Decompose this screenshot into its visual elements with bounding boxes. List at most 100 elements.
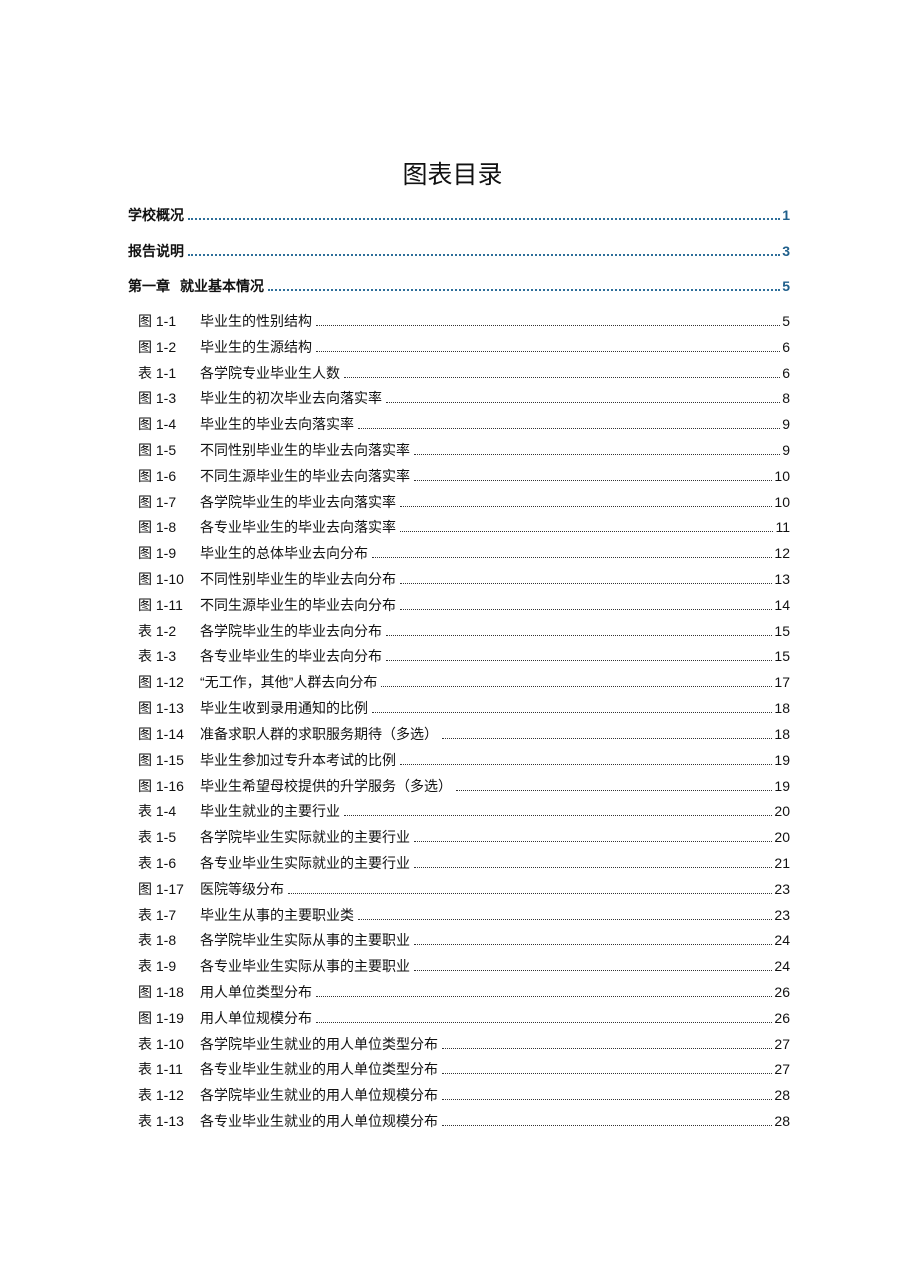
page-number: 20: [774, 803, 790, 820]
toc-entry[interactable]: 图 1-13 毕业生收到录用通知的比例 18: [128, 699, 790, 717]
toc-entry-title: 各专业毕业生实际就业的主要行业: [200, 854, 410, 871]
dot-leader: [386, 660, 773, 662]
page-number: 9: [782, 416, 790, 433]
figure-number: 图 1-15: [138, 751, 184, 768]
dot-leader: [414, 454, 781, 456]
toc-entry-title: 毕业生就业的主要行业: [200, 803, 340, 820]
toc-entry-title: 不同生源毕业生的毕业去向分布: [200, 596, 396, 613]
toc-entry-label: 表 1-8 各学院毕业生实际从事的主要职业: [138, 931, 410, 949]
toc-entry[interactable]: 图 1-16 毕业生希望母校提供的升学服务（多选） 19: [128, 777, 790, 795]
toc-entry-label: 表 1-10 各学院毕业生就业的用人单位类型分布: [138, 1035, 438, 1053]
toc-entry[interactable]: 图 1-3 毕业生的初次毕业去向落实率 8: [128, 389, 790, 407]
dot-leader: [188, 218, 781, 220]
toc-entry[interactable]: 图 1-4 毕业生的毕业去向落实率 9: [128, 415, 790, 433]
toc-main-entry[interactable]: 第一章 就业基本情况 5: [128, 277, 790, 295]
toc-entry[interactable]: 表 1-13 各专业毕业生就业的用人单位规模分布 28: [128, 1112, 790, 1130]
toc-entry-label: 第一章 就业基本情况: [128, 277, 264, 295]
toc-entry[interactable]: 图 1-6 不同生源毕业生的毕业去向落实率 10: [128, 467, 790, 485]
figure-number: 表 1-7: [138, 906, 177, 923]
toc-entry[interactable]: 图 1-2 毕业生的生源结构 6: [128, 338, 790, 356]
dot-leader: [381, 686, 773, 688]
figure-number: 表 1-12: [138, 1087, 184, 1104]
toc-entry-title: 各学院专业毕业生人数: [200, 364, 340, 381]
toc-entry-label: 图 1-6 不同生源毕业生的毕业去向落实率: [138, 467, 410, 485]
dot-leader: [316, 350, 781, 352]
figure-number: 表 1-10: [138, 1035, 184, 1052]
toc-entry[interactable]: 表 1-3 各专业毕业生的毕业去向分布 15: [128, 647, 790, 665]
page-number: 26: [774, 1009, 790, 1026]
toc-entry-label: 图 1-4 毕业生的毕业去向落实率: [138, 415, 354, 433]
toc-entry[interactable]: 图 1-19 用人单位规模分布 26: [128, 1009, 790, 1027]
toc-entry[interactable]: 表 1-4 毕业生就业的主要行业 20: [128, 802, 790, 820]
toc-entry[interactable]: 图 1-5 不同性别毕业生的毕业去向落实率 9: [128, 441, 790, 459]
dot-leader: [400, 531, 774, 533]
page-number: 3: [782, 243, 790, 259]
toc-entry[interactable]: 图 1-12 “无工作，其他”人群去向分布 17: [128, 673, 790, 691]
toc-entry[interactable]: 表 1-5 各学院毕业生实际就业的主要行业 20: [128, 828, 790, 846]
figure-number: 图 1-9: [138, 545, 177, 562]
toc-entry[interactable]: 表 1-9 各专业毕业生实际从事的主要职业 24: [128, 957, 790, 975]
page-number: 6: [782, 364, 790, 381]
dot-leader: [442, 1047, 773, 1049]
figure-number: 图 1-12: [138, 674, 184, 691]
page-number: 24: [774, 958, 790, 975]
page-number: 27: [774, 1035, 790, 1052]
page-number: 28: [774, 1113, 790, 1129]
dot-leader: [386, 402, 781, 404]
figure-number: 图 1-11: [138, 596, 183, 613]
page-number: 15: [774, 622, 790, 639]
figure-number: 图 1-19: [138, 1009, 184, 1026]
toc-entry[interactable]: 图 1-1 毕业生的性别结构 5: [128, 312, 790, 330]
toc-entry[interactable]: 图 1-11 不同生源毕业生的毕业去向分布 14: [128, 596, 790, 614]
toc-entry-label: 表 1-12 各学院毕业生就业的用人单位规模分布: [138, 1086, 438, 1104]
toc-entry-title: “无工作，其他”人群去向分布: [200, 674, 378, 691]
page-number: 13: [774, 571, 790, 588]
figure-number: 表 1-13: [138, 1113, 184, 1129]
toc-entry-label: 图 1-10 不同性别毕业生的毕业去向分布: [138, 570, 396, 588]
toc-entry-label: 图 1-17 医院等级分布: [138, 880, 284, 898]
toc-entry-title: 学校概况: [128, 207, 184, 223]
toc-entry-label: 表 1-6 各专业毕业生实际就业的主要行业: [138, 854, 410, 872]
page-number: 1: [782, 207, 790, 223]
toc-entry-title: 不同性别毕业生的毕业去向分布: [200, 571, 396, 588]
toc-entry[interactable]: 图 1-7 各学院毕业生的毕业去向落实率 10: [128, 493, 790, 511]
toc-entry[interactable]: 图 1-8 各专业毕业生的毕业去向落实率 11: [128, 518, 790, 536]
toc-entry-label: 图 1-5 不同性别毕业生的毕业去向落实率: [138, 441, 410, 459]
toc-main-entry[interactable]: 报告说明 3: [128, 242, 790, 260]
toc-entry[interactable]: 表 1-8 各学院毕业生实际从事的主要职业 24: [128, 931, 790, 949]
dot-leader: [414, 866, 773, 868]
toc-entry-title: 毕业生的初次毕业去向落实率: [200, 390, 382, 407]
toc-entry[interactable]: 表 1-12 各学院毕业生就业的用人单位规模分布 28: [128, 1086, 790, 1104]
dot-leader: [316, 995, 773, 997]
toc-entry[interactable]: 表 1-10 各学院毕业生就业的用人单位类型分布 27: [128, 1035, 790, 1053]
toc-entry[interactable]: 表 1-2 各学院毕业生的毕业去向分布 15: [128, 622, 790, 640]
toc-entry-label: 表 1-9 各专业毕业生实际从事的主要职业: [138, 957, 410, 975]
dot-leader: [442, 1073, 773, 1075]
toc-entry[interactable]: 图 1-18 用人单位类型分布 26: [128, 983, 790, 1001]
toc-entry-label: 图 1-14 准备求职人群的求职服务期待（多选）: [138, 725, 438, 743]
toc-entry[interactable]: 图 1-17 医院等级分布 23: [128, 880, 790, 898]
toc-entry-label: 图 1-15 毕业生参加过专升本考试的比例: [138, 751, 396, 769]
toc-main-entry[interactable]: 学校概况 1: [128, 206, 790, 224]
page-number: 9: [782, 442, 790, 459]
toc-entry[interactable]: 图 1-9 毕业生的总体毕业去向分布 12: [128, 544, 790, 562]
dot-leader: [316, 1021, 773, 1023]
toc-entry[interactable]: 表 1-1 各学院专业毕业生人数 6: [128, 364, 790, 382]
toc-entry-label: 图 1-18 用人单位类型分布: [138, 983, 312, 1001]
toc-entry-title: 毕业生参加过专升本考试的比例: [200, 751, 396, 768]
toc-entry[interactable]: 图 1-14 准备求职人群的求职服务期待（多选） 18: [128, 725, 790, 743]
toc-entry-label: 表 1-5 各学院毕业生实际就业的主要行业: [138, 828, 410, 846]
page-number: 28: [774, 1087, 790, 1104]
dot-leader: [414, 970, 773, 972]
toc-entry[interactable]: 图 1-10 不同性别毕业生的毕业去向分布 13: [128, 570, 790, 588]
toc-entry-label: 表 1-11 各专业毕业生就业的用人单位类型分布: [138, 1060, 438, 1078]
dot-leader: [400, 583, 773, 585]
toc-entry-label: 表 1-2 各学院毕业生的毕业去向分布: [138, 622, 382, 640]
toc-entry[interactable]: 表 1-7 毕业生从事的主要职业类 23: [128, 906, 790, 924]
toc-entry[interactable]: 表 1-11 各专业毕业生就业的用人单位类型分布 27: [128, 1060, 790, 1078]
figure-number: 图 1-6: [138, 467, 177, 484]
page-number: 18: [774, 700, 790, 717]
toc-entry-label: 图 1-11 不同生源毕业生的毕业去向分布: [138, 596, 396, 614]
toc-entry[interactable]: 表 1-6 各专业毕业生实际就业的主要行业 21: [128, 854, 790, 872]
toc-entry[interactable]: 图 1-15 毕业生参加过专升本考试的比例 19: [128, 751, 790, 769]
